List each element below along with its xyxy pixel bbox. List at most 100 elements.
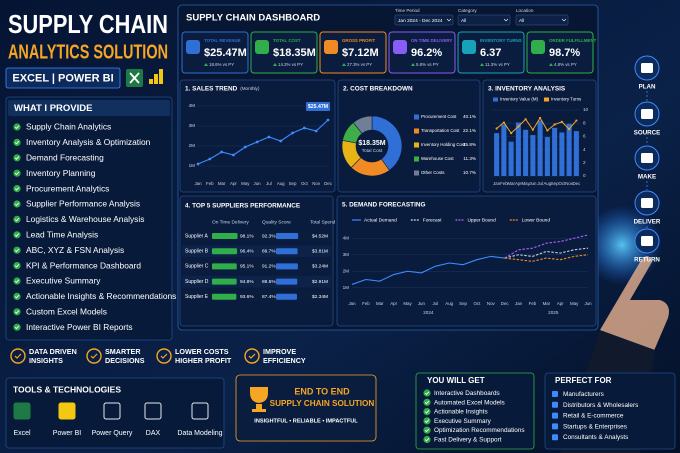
provide-title: WHAT I PROVIDE bbox=[14, 103, 92, 114]
supplier-name: Supplier A bbox=[185, 233, 208, 239]
check-icon bbox=[423, 389, 431, 397]
point bbox=[326, 118, 330, 122]
provide-item: Inventory Analysis & Optimization bbox=[26, 137, 151, 147]
spend-label: $3.81M bbox=[312, 248, 328, 254]
check-icon bbox=[13, 185, 21, 193]
get-item: Automated Excel Models bbox=[434, 399, 505, 406]
point bbox=[568, 128, 571, 131]
bar bbox=[537, 120, 543, 176]
provide-item: Actionable Insights & Recommendations bbox=[26, 291, 176, 301]
point bbox=[314, 129, 318, 133]
process-label: MAKE bbox=[638, 174, 656, 181]
on-time-label: 94.8% bbox=[240, 279, 254, 285]
process-label: DELIVER bbox=[634, 219, 661, 226]
point bbox=[243, 145, 247, 149]
benefit-line1: LOWER COSTS bbox=[175, 347, 229, 356]
bar bbox=[494, 133, 500, 176]
y-tick-label: 2M bbox=[189, 143, 196, 148]
provide-item: Inventory Planning bbox=[26, 168, 96, 178]
filter-label: Category bbox=[458, 8, 477, 13]
on-time-label: 93.6% bbox=[240, 294, 254, 300]
check-mark bbox=[14, 310, 20, 314]
filter-caret bbox=[503, 18, 509, 22]
annotation: $25.47M bbox=[308, 104, 328, 110]
check-icon bbox=[13, 308, 21, 316]
bar bbox=[559, 132, 565, 176]
legend-label: Inventory Value (M) bbox=[500, 97, 539, 102]
tool-icon bbox=[13, 402, 31, 420]
chart-subtitle: (Monthly) bbox=[240, 86, 260, 91]
line bbox=[197, 119, 329, 165]
excel-x bbox=[129, 72, 140, 84]
y-tick-label: 3M bbox=[343, 252, 350, 257]
quality-label: 92.3% bbox=[262, 233, 276, 239]
x-tick-label: Jan bbox=[515, 301, 523, 306]
legend-label: Other Costs bbox=[421, 170, 445, 175]
x-tick-label: Jun bbox=[254, 181, 262, 186]
check-mark bbox=[424, 400, 430, 405]
x-tick-label: Oct bbox=[474, 301, 482, 306]
point bbox=[539, 116, 542, 120]
perfect-title: PERFECT FOR bbox=[555, 376, 612, 385]
check-mark bbox=[14, 248, 20, 253]
check-mark bbox=[14, 294, 20, 299]
x-tick-label: Feb bbox=[529, 301, 537, 306]
chart-panel bbox=[179, 79, 336, 193]
check-mark bbox=[424, 437, 430, 442]
on-time-label: 96.4% bbox=[240, 248, 254, 254]
x-tick-label: Dec bbox=[501, 301, 510, 306]
x-tick-label: Feb bbox=[362, 301, 370, 306]
kpi-icon bbox=[393, 40, 407, 54]
y-tick-label: 2 bbox=[583, 160, 586, 165]
legend-swatch bbox=[414, 114, 419, 120]
provide-item: Custom Excel Models bbox=[26, 307, 107, 317]
supplier-name: Supplier B bbox=[185, 249, 209, 255]
platform-badge bbox=[5, 67, 121, 89]
perfect-icon bbox=[552, 401, 558, 408]
on-time-label: 95.1% bbox=[240, 264, 254, 270]
spend-label: $2.91M bbox=[312, 279, 328, 285]
provide-title-bar bbox=[8, 100, 170, 116]
perfect-item: Retail & E-commerce bbox=[563, 413, 624, 420]
legend-swatch bbox=[543, 97, 549, 102]
value-label: 11.3% bbox=[463, 156, 476, 161]
x-tick-label: May bbox=[570, 301, 579, 306]
get-item: Actionable Insights bbox=[434, 409, 488, 416]
point bbox=[553, 123, 556, 126]
on-time-bar bbox=[212, 248, 238, 255]
legend-swatch bbox=[414, 170, 419, 176]
column-header: Quality Score bbox=[262, 219, 291, 225]
y-tick-label: 1M bbox=[189, 163, 196, 168]
quality-bar bbox=[276, 233, 299, 239]
kpi-label: GROSS PROFIT bbox=[342, 38, 375, 43]
x-tick-label: Oct bbox=[301, 181, 309, 186]
filter-caret bbox=[561, 18, 567, 22]
point bbox=[510, 132, 513, 135]
legend-label: Actual Demand bbox=[364, 217, 397, 223]
x-tick-label: Dec bbox=[324, 181, 333, 186]
kpi-value: $7.12M bbox=[342, 47, 379, 59]
filter-value: Jan 2024 - Dec 2024 bbox=[398, 18, 443, 24]
x-tick-label: Nov bbox=[487, 301, 496, 306]
y-tick-label: 4M bbox=[343, 235, 350, 240]
kpi-arrow bbox=[480, 63, 484, 66]
filter-box bbox=[457, 14, 511, 26]
legend-label: Warehouse Cost bbox=[421, 156, 454, 161]
bar bbox=[573, 131, 579, 176]
point bbox=[220, 150, 224, 154]
get-title: YOU WILL GET bbox=[427, 376, 485, 385]
kpi-value: $25.47M bbox=[204, 47, 247, 59]
line bbox=[496, 116, 577, 134]
get-item: Optimization Recommendations bbox=[434, 427, 525, 434]
x-tick-label: Dec bbox=[572, 181, 581, 186]
y-tick-label: 0 bbox=[583, 173, 586, 178]
x-tick-label: May bbox=[403, 301, 412, 306]
check-icon bbox=[13, 277, 21, 285]
on-time-bar bbox=[212, 233, 238, 239]
point bbox=[517, 125, 520, 128]
provide-item: Executive Summary bbox=[26, 276, 101, 286]
center-label: Total Cost bbox=[362, 148, 383, 153]
perfect-icon bbox=[552, 391, 558, 397]
trophy-icon bbox=[250, 387, 268, 412]
column-header: On Time Delivery bbox=[212, 219, 249, 225]
